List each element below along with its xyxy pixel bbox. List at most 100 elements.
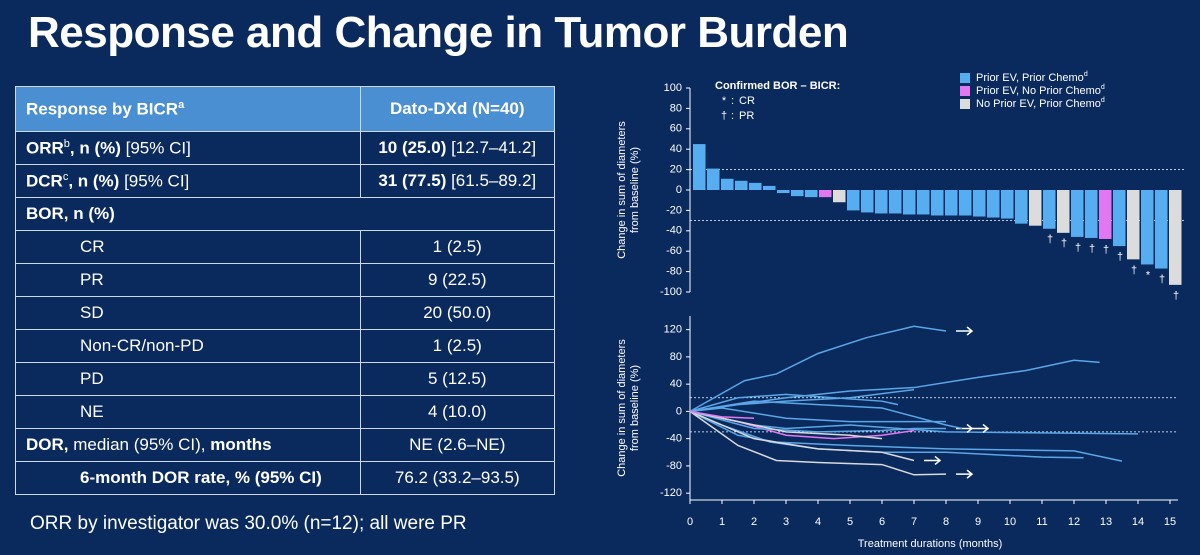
response-marker: † (1117, 251, 1123, 263)
table-cell: PR (15, 263, 361, 297)
y-tick-label: -100 (660, 286, 682, 298)
series-line (689, 325, 947, 413)
cell-text: DCR (26, 171, 63, 191)
bar (1141, 190, 1154, 265)
bar (889, 190, 902, 214)
series-line (689, 407, 946, 423)
bar (1113, 190, 1126, 247)
note-colon: : (731, 110, 734, 122)
x-tick-label: 9 (975, 516, 981, 528)
table-cell: DCRc, n (%) [95% CI] (15, 164, 361, 198)
bar (1043, 190, 1056, 229)
cell-text: b (63, 137, 70, 150)
table-row: BOR, n (%) (15, 197, 555, 231)
cell-text: [12.7–41.2] (446, 138, 537, 157)
cell-text: Response by BICR (26, 99, 179, 119)
cell-text: NE (80, 402, 104, 421)
x-tick-label: 7 (911, 516, 917, 528)
cell-text: BOR, n (%) (26, 204, 115, 223)
x-tick-label: 6 (879, 516, 885, 528)
x-tick-label: 14 (1132, 516, 1144, 528)
series-line (689, 410, 1123, 462)
x-tick-label: 13 (1100, 516, 1112, 528)
y-axis-label: from baseline (%) (629, 147, 641, 233)
x-tick-label: 12 (1068, 516, 1080, 528)
table-row: ORRb, n (%) [95% CI] 10 (25.0) [12.7–41.2… (15, 131, 555, 165)
y-tick-label: 40 (670, 143, 682, 155)
x-tick-label: 1 (719, 516, 725, 528)
bar (1057, 190, 1070, 233)
ongoing-arrow (924, 455, 942, 466)
series-line (689, 410, 883, 440)
y-axis-label: Change in sum of diameters (616, 121, 628, 259)
x-tick-label: 4 (815, 516, 821, 528)
cell-text: 1 (2.5) (432, 237, 482, 256)
bar (1155, 190, 1168, 269)
cell-text: PR (80, 270, 104, 289)
bar (1001, 190, 1014, 219)
bar (959, 190, 972, 216)
y-tick-label: -40 (666, 225, 682, 237)
cell-text: PD (80, 369, 104, 388)
bar (1085, 190, 1098, 238)
y-tick-label: 0 (676, 184, 682, 196)
response-marker: † (1131, 264, 1137, 276)
bar (945, 190, 958, 216)
bar (1169, 190, 1182, 285)
cell-text: CR (80, 237, 105, 256)
response-marker: † (1103, 244, 1109, 256)
cell-text: months (205, 435, 272, 454)
series-line (689, 393, 899, 413)
cell-text: 20 (50.0) (423, 303, 492, 322)
response-marker: † (1089, 243, 1095, 255)
legend-swatch (960, 73, 970, 83)
y-tick-label: -20 (666, 204, 682, 216)
bar (721, 178, 734, 190)
y-axis-label: from baseline (%) (629, 365, 641, 451)
response-marker: † (1173, 290, 1179, 302)
cell-text: median (68, 435, 134, 454)
bar (749, 182, 762, 190)
cell-text: (95% CI), (133, 435, 206, 454)
legend-swatch (960, 86, 970, 96)
y-axis-label: Change in sum of diameters (616, 339, 628, 477)
x-tick-label: 15 (1164, 516, 1176, 528)
bar (819, 190, 832, 198)
legend-swatch (960, 99, 970, 109)
cell-text: 31 (77.5) (378, 171, 447, 190)
legend-text: Prior EV, No Prior Chemo (976, 85, 1101, 97)
y-tick-label: -80 (666, 460, 682, 472)
y-tick-label: 20 (670, 164, 682, 176)
y-tick-label: -120 (660, 487, 682, 499)
series-line (689, 359, 1100, 413)
cell-text: DOR, (26, 435, 69, 454)
table-cell: SD (15, 296, 361, 330)
y-tick-label: 80 (670, 351, 682, 363)
y-tick-label: 80 (670, 102, 682, 114)
y-tick-label: -60 (666, 245, 682, 257)
cell-text: c (62, 170, 69, 183)
bar (777, 190, 790, 194)
cell-text: 1 (2.5) (432, 336, 482, 355)
table-row: Response by BICRa Dato-DXd (N=40) (15, 86, 555, 132)
note-title: Confirmed BOR – BICR: (715, 80, 840, 92)
table-cell: Response by BICRa (15, 86, 361, 132)
bar (903, 190, 916, 215)
cell-text: 4 (10.0) (427, 402, 487, 421)
bar (847, 190, 860, 211)
bar (931, 190, 944, 216)
table-cell: 1 (2.5) (359, 329, 555, 363)
response-marker: † (1159, 273, 1165, 285)
bar (987, 190, 1000, 218)
cell-text: Dato-DXd (N=40) (389, 99, 525, 118)
bar (833, 190, 846, 203)
bar (693, 144, 706, 190)
ongoing-arrow (956, 469, 974, 479)
response-marker: † (1061, 238, 1067, 250)
series-line (689, 410, 947, 476)
legend-sup: d (1101, 97, 1105, 104)
table-cell: NE (2.6–NE) (359, 428, 555, 462)
bar (1127, 190, 1140, 260)
cell-text: SD (80, 303, 104, 322)
